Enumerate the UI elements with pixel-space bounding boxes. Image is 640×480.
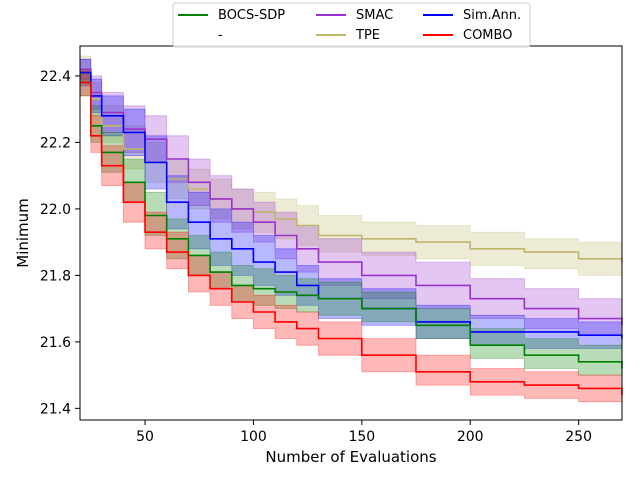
legend-label-sim-ann: Sim.Ann. (463, 8, 521, 23)
x-axis-ticks: 50 100 150 200 250 (136, 420, 592, 445)
series-line-combo (80, 81, 623, 396)
y-axis-ticks: 21.4 21.6 21.8 22.0 22.2 22.4 (40, 69, 80, 417)
x-axis-label: Number of Evaluations (265, 448, 436, 466)
x-tick-label: 200 (457, 429, 484, 445)
x-tick-label: 150 (348, 429, 375, 445)
legend-label-blank: - (218, 28, 223, 43)
y-tick-label: 22.0 (40, 202, 71, 218)
series-lines (80, 68, 623, 396)
y-tick-label: 22.2 (40, 135, 71, 151)
y-tick-label: 21.6 (40, 335, 71, 351)
series-line-sim-ann (80, 71, 623, 339)
x-tick-label: 50 (136, 429, 154, 445)
legend-label-smac: SMAC (356, 8, 393, 23)
y-tick-label: 21.8 (40, 268, 71, 284)
x-tick-label: 100 (240, 429, 267, 445)
band-smac (79, 58, 623, 339)
legend-label-bocs-sdp: BOCS-SDP (218, 8, 285, 23)
y-tick-label: 21.4 (40, 401, 71, 417)
y-axis-label: Minimum (14, 198, 32, 268)
y-tick-label: 22.4 (40, 69, 71, 85)
confidence-bands (79, 55, 623, 405)
legend-label-combo: COMBO (463, 28, 512, 43)
legend: BOCS-SDP - SMAC TPE Sim.Ann. COMBO (172, 2, 531, 48)
legend-label-tpe: TPE (355, 28, 380, 43)
x-tick-label: 250 (565, 429, 592, 445)
